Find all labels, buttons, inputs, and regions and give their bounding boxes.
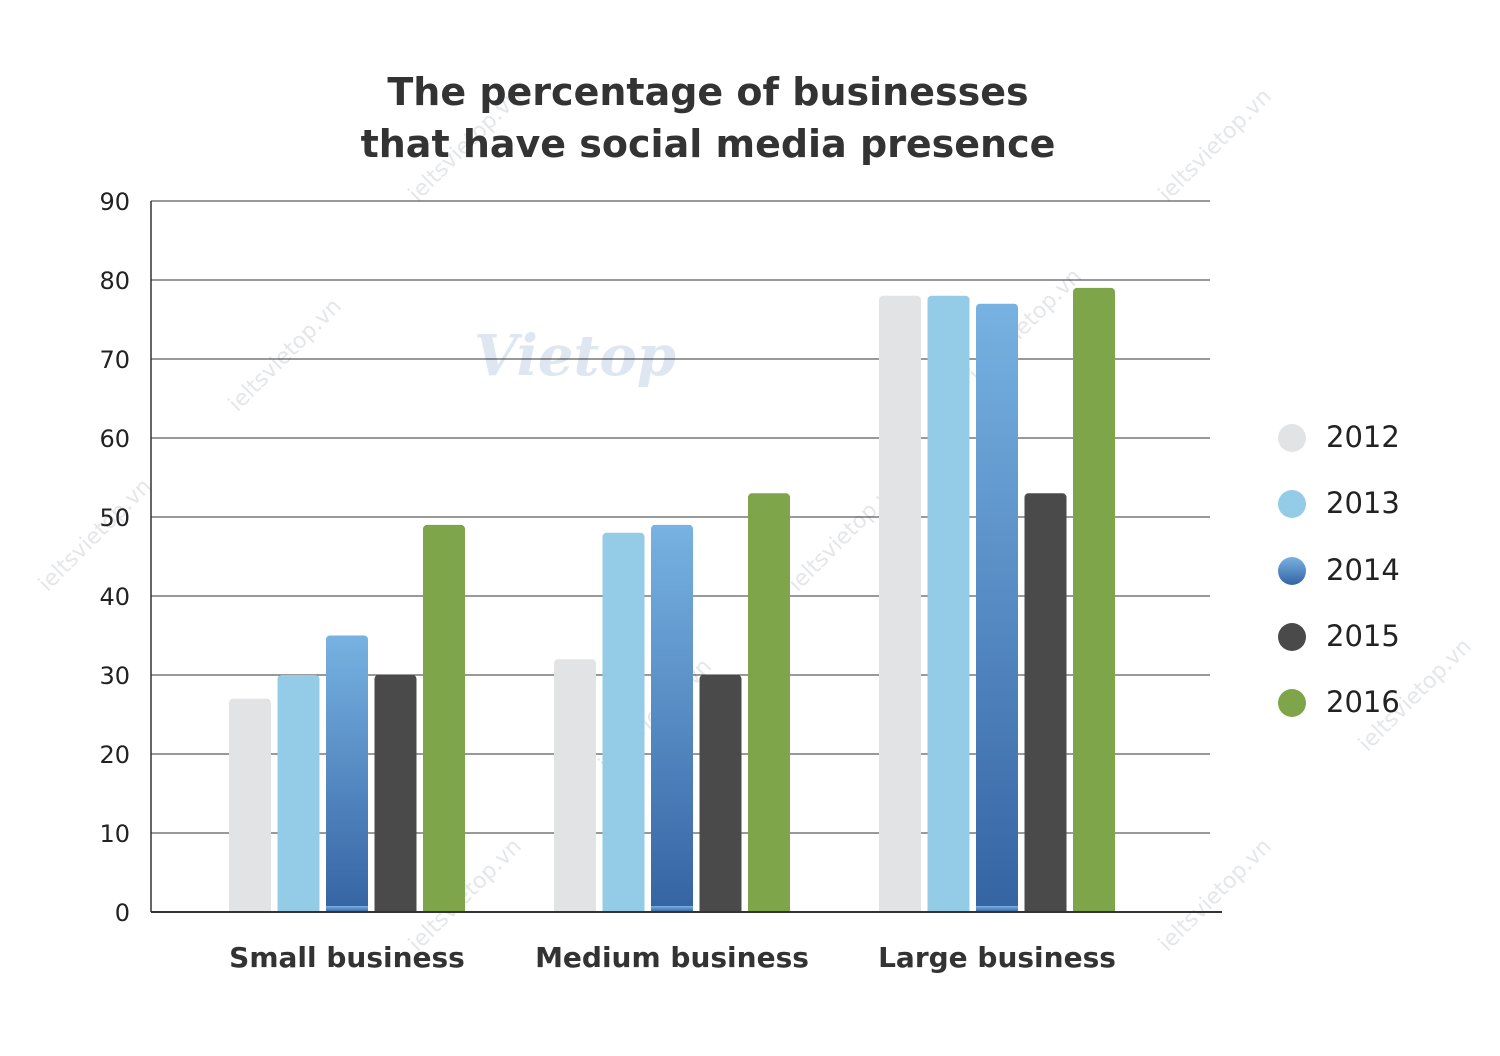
y-tick-label: 50 <box>99 504 130 532</box>
legend-swatch <box>1278 623 1306 651</box>
legend-label: 2013 <box>1326 486 1400 520</box>
y-axis-tick-labels: 0 10 20 30 40 50 60 70 80 90 <box>99 188 130 927</box>
legend-swatch <box>1278 424 1306 452</box>
bar-base <box>602 906 645 912</box>
legend-swatch <box>1278 490 1306 518</box>
bar-base <box>748 906 790 912</box>
y-tick-label: 90 <box>99 188 130 216</box>
watermark-text: ieltsvietop.vn <box>1154 834 1277 957</box>
y-tick-label: 40 <box>99 583 130 611</box>
bar-base <box>927 906 970 912</box>
y-tick-label: 30 <box>99 662 130 690</box>
legend-swatch <box>1278 557 1306 585</box>
bar-base <box>651 906 693 912</box>
bar-base <box>879 906 921 912</box>
axes <box>150 201 1222 913</box>
bar-base <box>374 906 417 912</box>
y-tick-label: 60 <box>99 425 130 453</box>
bars <box>229 287 1115 912</box>
bar-base <box>277 906 320 912</box>
bar-small-business-2014 <box>326 635 368 912</box>
watermark-text: ieltsvietop.vn <box>34 474 157 597</box>
x-category-label: Medium business <box>535 941 809 974</box>
watermark-text: ieltsvietop.vn <box>224 294 347 417</box>
legend-label: 2015 <box>1326 619 1400 653</box>
bar-large-business-2015 <box>1024 493 1067 912</box>
legend-label: 2012 <box>1326 420 1400 454</box>
chart-title-line-2: that have social media presence <box>361 122 1056 166</box>
bar-large-business-2013 <box>927 295 970 912</box>
bar-base <box>976 906 1018 912</box>
bar-large-business-2014 <box>976 303 1018 912</box>
bar-medium-business-2012 <box>554 659 596 912</box>
bar-large-business-2012 <box>879 295 921 912</box>
bar-medium-business-2016 <box>748 493 790 912</box>
watermark-text: ieltsvietop.vn <box>404 834 527 957</box>
x-axis-category-labels: Small business Medium business Large busin… <box>229 941 1116 974</box>
bar-small-business-2013 <box>277 675 320 912</box>
watermark-logo: Vietop <box>474 323 676 389</box>
chart-title-line-1: The percentage of businesses <box>387 70 1028 114</box>
bar-medium-business-2013 <box>602 532 645 912</box>
bar-base <box>554 906 596 912</box>
y-tick-label: 10 <box>99 820 130 848</box>
bar-large-business-2016 <box>1073 287 1115 912</box>
bar-base <box>326 906 368 912</box>
bar-base <box>699 906 742 912</box>
bar-small-business-2012 <box>229 698 271 912</box>
bar-base <box>229 906 271 912</box>
legend-label: 2014 <box>1326 553 1400 587</box>
bar-small-business-2015 <box>374 675 417 912</box>
watermark-text: ieltsvietop.vn <box>1154 84 1277 207</box>
legend-label: 2016 <box>1326 685 1400 719</box>
bar-base <box>1073 906 1115 912</box>
bar-base <box>423 906 465 912</box>
y-tick-label: 80 <box>99 267 130 295</box>
y-tick-label: 70 <box>99 346 130 374</box>
legend: 2012 2013 2014 2015 2016 <box>1278 420 1400 719</box>
bar-small-business-2016 <box>423 524 465 912</box>
y-tick-label: 20 <box>99 741 130 769</box>
bar-base <box>1024 906 1067 912</box>
x-category-label: Large business <box>878 941 1116 974</box>
legend-swatch <box>1278 689 1306 717</box>
x-category-label: Small business <box>229 941 465 974</box>
bar-medium-business-2015 <box>699 675 742 912</box>
y-tick-label: 0 <box>115 899 130 927</box>
bar-medium-business-2014 <box>651 524 693 912</box>
